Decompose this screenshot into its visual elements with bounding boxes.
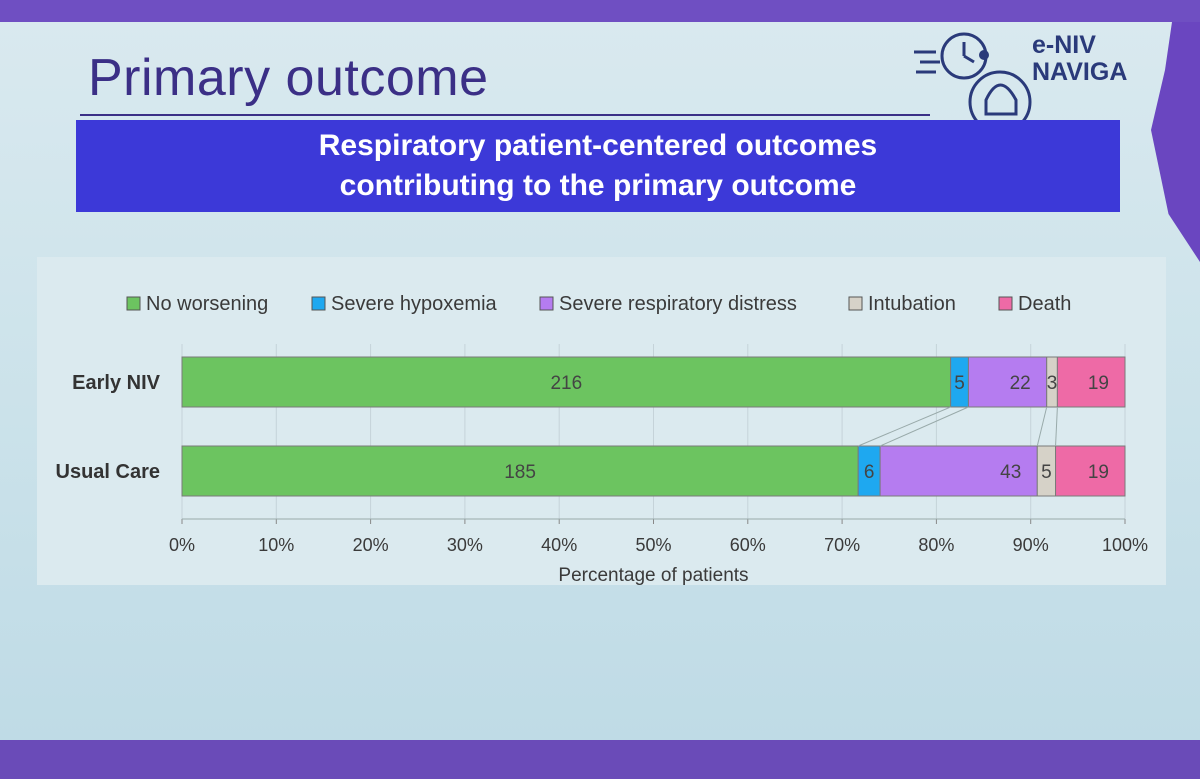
bar-segment (879, 445, 1038, 497)
data-label: 5 (954, 373, 965, 394)
bottom-bar (0, 740, 1200, 779)
data-label: 6 (864, 462, 875, 483)
x-tick-label: 40% (541, 535, 577, 555)
bar-segment (181, 356, 952, 408)
bar-segment (1055, 445, 1126, 497)
category-label: Early NIV (72, 372, 160, 394)
banner-line-2: contributing to the primary outcome (339, 169, 857, 202)
bar-segment (181, 445, 859, 497)
x-tick-label: 90% (1013, 535, 1049, 555)
legend-label: Intubation (868, 293, 956, 315)
bar-segment (967, 356, 1048, 408)
x-axis-title: Percentage of patients (558, 565, 748, 586)
legend-swatch (126, 296, 141, 311)
series-connector-line (1036, 406, 1048, 447)
legend-label: Severe hypoxemia (331, 293, 498, 315)
title-underline (80, 114, 930, 116)
legend-swatch (848, 296, 863, 311)
legend-swatch (998, 296, 1013, 311)
x-tick-label: 20% (353, 535, 389, 555)
chart-panel (37, 257, 1166, 585)
legend-label: Death (1018, 293, 1071, 315)
legend-swatch (311, 296, 326, 311)
series-connector-line (857, 406, 951, 447)
x-tick-label: 50% (635, 535, 671, 555)
data-label: 19 (1088, 462, 1109, 483)
logo-line-2: NAVIGA (1032, 58, 1128, 86)
x-tick-label: 80% (918, 535, 954, 555)
legend-label: No worsening (146, 293, 268, 315)
x-tick-label: 100% (1102, 535, 1148, 555)
series-connector-line (1055, 406, 1058, 447)
series-connector-line (879, 406, 969, 447)
data-label: 3 (1047, 373, 1058, 394)
page-title: Primary outcome (88, 49, 489, 107)
x-tick-label: 60% (730, 535, 766, 555)
x-tick-label: 70% (824, 535, 860, 555)
data-label: 216 (550, 373, 582, 394)
chart-banner: Respiratory patient-centered outcomes co… (76, 120, 1120, 212)
legend-label: Severe respiratory distress (559, 293, 797, 315)
x-tick-label: 30% (447, 535, 483, 555)
logo-text: e-NIV NAVIGA (1032, 32, 1127, 86)
x-tick-label: 0% (169, 535, 195, 555)
category-label: Usual Care (56, 461, 161, 483)
data-label: 185 (504, 462, 536, 483)
data-label: 19 (1088, 373, 1109, 394)
x-tick-label: 10% (258, 535, 294, 555)
legend-swatch (539, 296, 554, 311)
data-label: 22 (1010, 373, 1031, 394)
logo-line-1: e-NIV (1032, 31, 1096, 59)
banner-line-1: Respiratory patient-centered outcomes (318, 129, 878, 162)
stacked-bar-chart: 0% 10% 20% 30% 40% 50% 60% 70% 80% 90% 100% Percent… (56, 293, 1149, 586)
data-label: 43 (1000, 462, 1021, 483)
data-label: 5 (1041, 462, 1052, 483)
bar-segment (1056, 356, 1126, 408)
